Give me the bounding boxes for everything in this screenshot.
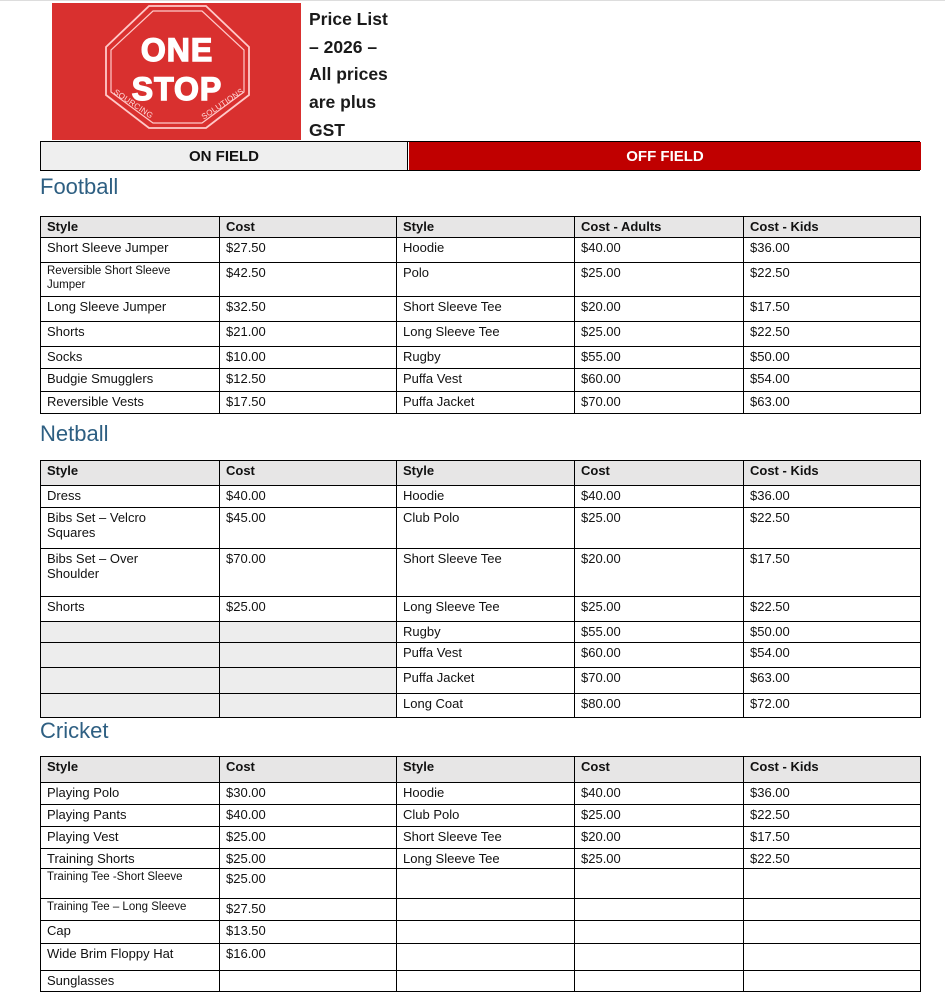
svg-text:STOP: STOP [132, 71, 223, 107]
svg-text:ONE: ONE [141, 32, 213, 68]
